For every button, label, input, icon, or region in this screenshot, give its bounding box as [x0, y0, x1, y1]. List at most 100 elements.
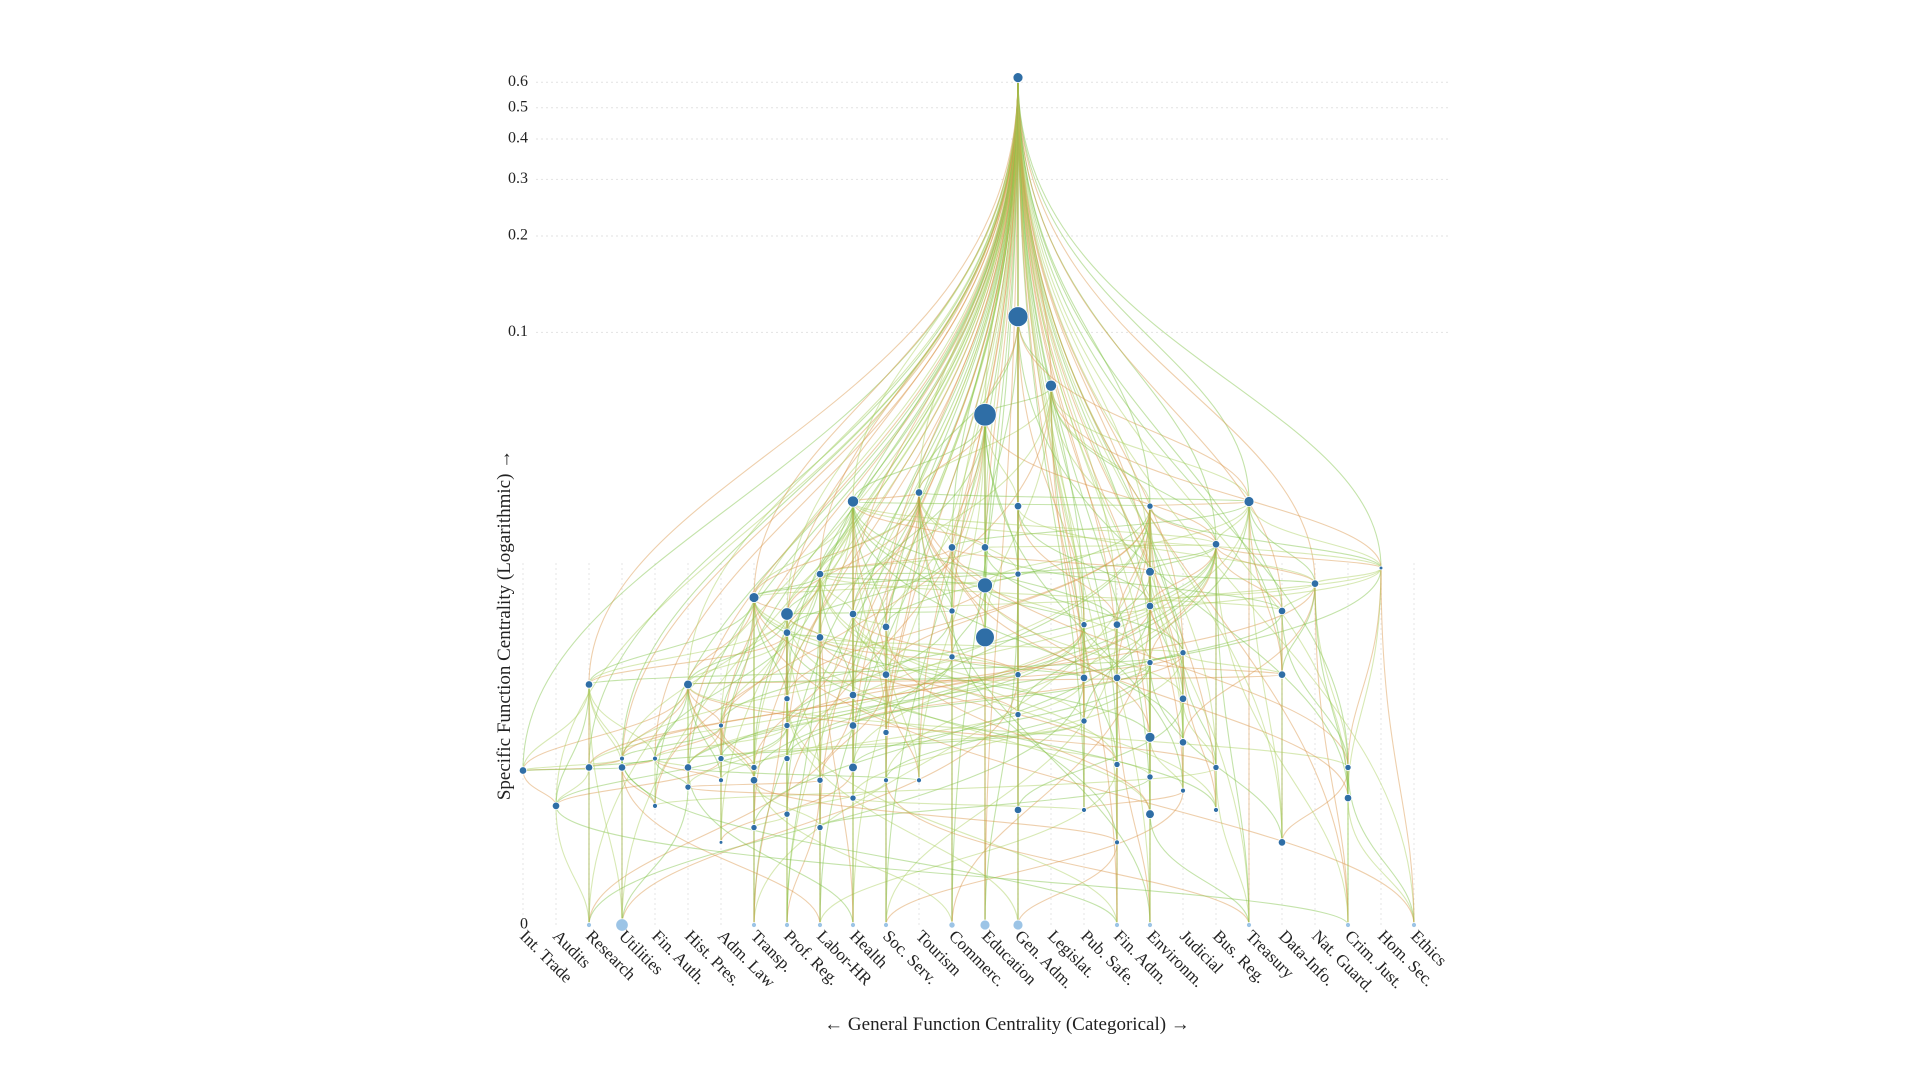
link [984, 77, 1019, 415]
link [885, 674, 920, 781]
link [588, 77, 1019, 685]
link [1248, 501, 1283, 675]
link [786, 613, 1019, 675]
node [849, 794, 857, 802]
link [753, 597, 1415, 926]
link [522, 77, 1019, 771]
link [1281, 767, 1349, 843]
link [852, 414, 986, 696]
link [852, 77, 1019, 614]
link [885, 77, 1019, 781]
link [753, 597, 887, 675]
node [846, 495, 860, 508]
link [852, 501, 1250, 768]
link [1149, 662, 1283, 676]
node [848, 690, 858, 700]
link [588, 656, 953, 768]
link [687, 624, 1085, 768]
link [720, 597, 755, 726]
link [786, 492, 920, 614]
link [852, 501, 953, 611]
link [951, 414, 986, 548]
link [1149, 544, 1217, 607]
node [584, 680, 594, 689]
link [1248, 501, 1316, 584]
node [1145, 601, 1155, 611]
link [720, 77, 1019, 843]
link [1347, 568, 1382, 768]
node [1012, 919, 1024, 931]
link [852, 583, 1316, 615]
link [753, 597, 788, 699]
link [819, 77, 1019, 926]
node [615, 918, 629, 932]
link [819, 636, 1184, 654]
link [984, 316, 1019, 548]
node [1180, 787, 1186, 794]
link [621, 767, 656, 806]
node [1411, 922, 1417, 928]
link [1116, 506, 1151, 625]
link [1215, 767, 1250, 926]
link [1116, 677, 1151, 926]
node [914, 488, 924, 497]
link [885, 624, 1118, 926]
link [1017, 316, 1052, 386]
link [1182, 652, 1283, 676]
link [1149, 506, 1184, 743]
link [687, 613, 788, 685]
link [786, 506, 1151, 759]
link [555, 767, 590, 806]
link [1017, 698, 1184, 810]
link [753, 780, 1118, 843]
y-tick-label: 0.1 [508, 323, 528, 340]
link [1149, 567, 1382, 607]
link [786, 77, 1019, 726]
link [654, 77, 1019, 759]
link [1050, 385, 1217, 545]
link [1017, 77, 1283, 611]
y-tick-label: 0.2 [508, 227, 528, 244]
link [1050, 385, 1382, 569]
node [1014, 671, 1022, 679]
link [1017, 77, 1118, 926]
x-axis-title: ← General Function Centrality (Categoric… [824, 1014, 1190, 1035]
node [1178, 694, 1188, 703]
link [1017, 77, 1217, 768]
link [918, 492, 953, 548]
link [918, 316, 1019, 493]
link [786, 632, 1217, 810]
link [819, 637, 1019, 715]
node [718, 840, 724, 845]
link [951, 547, 1349, 799]
node [848, 762, 858, 773]
link [1149, 506, 1382, 569]
link [786, 698, 1118, 926]
link [555, 684, 590, 806]
link [951, 501, 1250, 548]
link [588, 695, 854, 926]
node [848, 609, 858, 619]
link [885, 77, 1019, 627]
node [518, 766, 528, 775]
link [1017, 506, 1118, 625]
link [918, 492, 953, 657]
links [522, 77, 1415, 926]
link [786, 574, 821, 633]
link [654, 684, 689, 759]
link [621, 720, 1085, 768]
link [786, 506, 1151, 699]
link [1050, 385, 1151, 507]
node [586, 922, 592, 928]
node [1113, 760, 1121, 768]
node [1145, 566, 1155, 577]
link [885, 77, 1019, 675]
link [918, 414, 986, 781]
link [1017, 506, 1151, 607]
link [852, 662, 1151, 726]
node [1112, 673, 1122, 682]
link [753, 501, 854, 598]
link [1116, 610, 1283, 678]
link [1017, 77, 1316, 584]
node [1310, 579, 1320, 588]
